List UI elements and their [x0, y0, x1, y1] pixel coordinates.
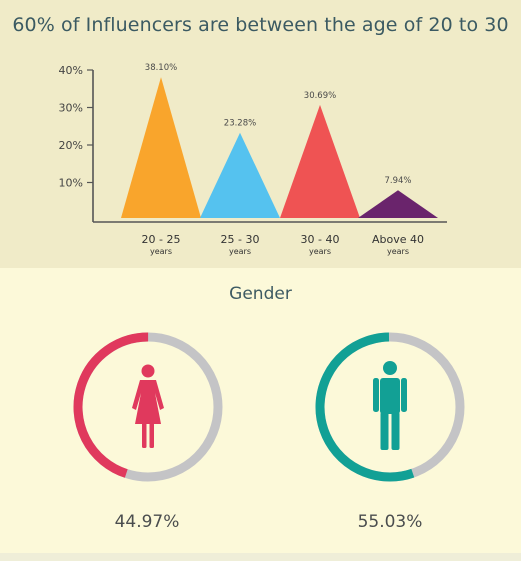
male-percentage: 55.03%: [357, 512, 423, 532]
age-peak-2: [200, 132, 280, 218]
male-icon: [373, 361, 407, 450]
value-label: 38.10%: [145, 63, 177, 73]
value-label: 30.69%: [304, 91, 336, 101]
age-peak-3: [280, 104, 360, 218]
male-left-arm: [373, 378, 379, 412]
gender-panel: [0, 268, 521, 561]
male-left-leg: [380, 412, 389, 450]
female-head: [141, 364, 155, 378]
x-tick-sublabel: years: [387, 247, 409, 256]
male-right-leg: [391, 412, 400, 450]
value-label: 23.28%: [224, 119, 256, 129]
age-chart-panel: [0, 0, 521, 268]
female-percentage: 44.97%: [114, 512, 180, 532]
y-tick-label: 20%: [59, 139, 83, 152]
footer-strip: [0, 553, 521, 561]
male-right-arm: [401, 378, 407, 412]
y-tick-label: 40%: [59, 64, 83, 77]
y-tick-label: 10%: [59, 177, 83, 190]
donut-segment: [73, 332, 223, 482]
female-right-leg: [149, 423, 154, 448]
female-body: [132, 380, 164, 424]
chart-title: 60% of Influencers are between the age o…: [12, 14, 509, 36]
x-tick-sublabel: years: [309, 247, 331, 256]
value-label: 7.94%: [384, 176, 411, 186]
x-tick-label: Above 40: [372, 233, 424, 246]
age-peak-4: [358, 190, 438, 218]
x-tick-sublabel: years: [150, 247, 172, 256]
age-peak-1: [121, 77, 201, 218]
x-tick-label: 25 - 30: [221, 233, 260, 246]
x-tick-label: 30 - 40: [301, 233, 340, 246]
female-left-leg: [142, 423, 147, 448]
female-icon: [132, 364, 164, 448]
x-tick-sublabel: years: [229, 247, 251, 256]
gender-title: Gender: [229, 284, 292, 304]
male-head: [383, 361, 397, 375]
donut-segment: [315, 332, 465, 482]
y-tick-label: 30%: [59, 102, 83, 115]
male-torso: [380, 378, 400, 414]
x-tick-label: 20 - 25: [142, 233, 181, 246]
